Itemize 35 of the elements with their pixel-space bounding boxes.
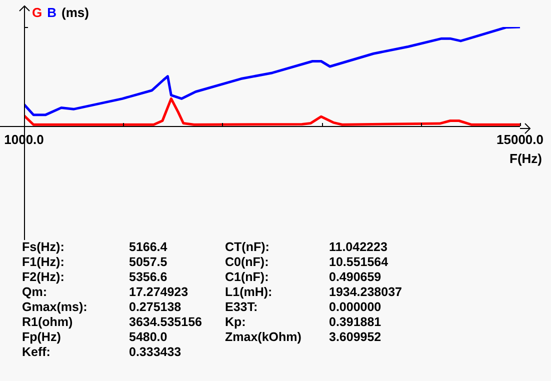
text: 0.391881 [329, 315, 382, 330]
text: Zmax(kOhm) [225, 330, 302, 345]
text: Qm: [22, 285, 48, 300]
text: 1934.238037 [329, 285, 403, 300]
text: 0.000000 [329, 300, 382, 315]
text: 17.274923 [129, 285, 190, 300]
text: 0.490659 [329, 270, 382, 285]
text: 11.042223 [329, 240, 388, 255]
text: 3.609952 [329, 330, 382, 345]
text: 10.551564 [329, 255, 390, 270]
text: 5057.5 [129, 255, 168, 270]
y-axis-title: (ms) [62, 5, 89, 20]
text: C0(nF): [225, 255, 270, 270]
text: Kp: [225, 315, 247, 330]
text: F2(Hz): [22, 270, 66, 285]
text: L1(mH): [225, 285, 274, 300]
text: E33T: [225, 300, 259, 315]
text: 0.275138 [129, 300, 182, 315]
text: Fs(Hz): [22, 240, 66, 255]
text: 5480.0 [129, 330, 168, 345]
text: Keff: [22, 345, 52, 360]
text: CT(nF): [225, 240, 270, 255]
text: Gmax(ms): [22, 300, 88, 315]
x-axis-title: F(Hz) [510, 151, 542, 166]
text: 5356.6 [129, 270, 168, 285]
text: C1(nF): [225, 270, 270, 285]
text: Fp(Hz) [22, 330, 62, 345]
text: R1(ohm) [22, 315, 74, 330]
text: 3634.535156 [129, 315, 203, 330]
text: G [32, 5, 42, 20]
text: F1(Hz): [22, 255, 66, 270]
text: 0.333433 [129, 345, 182, 360]
text: B [47, 5, 56, 20]
text: 5166.4 [129, 240, 168, 255]
x-tick-label: 15000.0 [496, 132, 544, 147]
